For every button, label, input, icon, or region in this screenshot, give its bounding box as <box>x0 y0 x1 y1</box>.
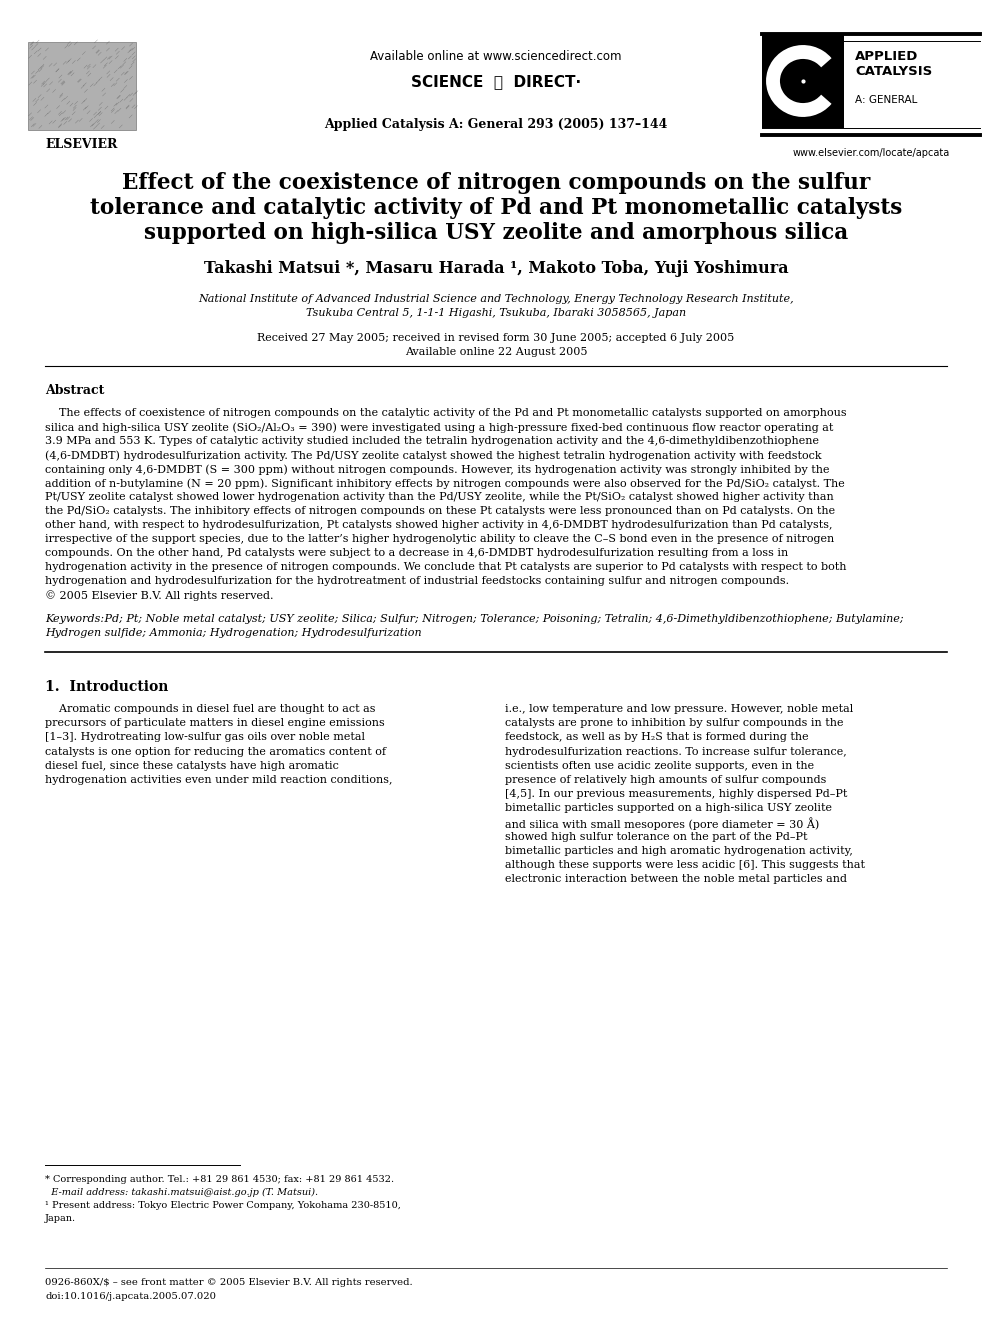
Text: Effect of the coexistence of nitrogen compounds on the sulfur: Effect of the coexistence of nitrogen co… <box>122 172 870 194</box>
Text: doi:10.1016/j.apcata.2005.07.020: doi:10.1016/j.apcata.2005.07.020 <box>45 1293 216 1301</box>
Text: 3.9 MPa and 553 K. Types of catalytic activity studied included the tetralin hyd: 3.9 MPa and 553 K. Types of catalytic ac… <box>45 437 819 446</box>
Bar <box>28 42 136 130</box>
Text: Abstract: Abstract <box>45 384 104 397</box>
Text: catalysts are prone to inhibition by sulfur compounds in the: catalysts are prone to inhibition by sul… <box>505 718 843 728</box>
Text: (4,6-DMDBT) hydrodesulfurization activity. The Pd/USY zeolite catalyst showed th: (4,6-DMDBT) hydrodesulfurization activit… <box>45 450 821 460</box>
Text: APPLIED: APPLIED <box>855 50 919 64</box>
Text: although these supports were less acidic [6]. This suggests that: although these supports were less acidic… <box>505 860 865 871</box>
Text: [4,5]. In our previous measurements, highly dispersed Pd–Pt: [4,5]. In our previous measurements, hig… <box>505 790 847 799</box>
Text: other hand, with respect to hydrodesulfurization, Pt catalysts showed higher act: other hand, with respect to hydrodesulfu… <box>45 520 832 531</box>
Text: catalysts is one option for reducing the aromatics content of: catalysts is one option for reducing the… <box>45 746 386 757</box>
Text: Applied Catalysis A: General 293 (2005) 137–144: Applied Catalysis A: General 293 (2005) … <box>324 118 668 131</box>
Text: 1.  Introduction: 1. Introduction <box>45 680 169 695</box>
Text: the Pd/SiO₂ catalysts. The inhibitory effects of nitrogen compounds on these Pt : the Pd/SiO₂ catalysts. The inhibitory ef… <box>45 505 835 516</box>
Text: compounds. On the other hand, Pd catalysts were subject to a decrease in 4,6-DMD: compounds. On the other hand, Pd catalys… <box>45 548 789 558</box>
Text: E-mail address: takashi.matsui@aist.go.jp (T. Matsui).: E-mail address: takashi.matsui@aist.go.j… <box>45 1188 318 1197</box>
Text: National Institute of Advanced Industrial Science and Technology, Energy Technol: National Institute of Advanced Industria… <box>198 294 794 304</box>
Text: Pd; Pt; Noble metal catalyst; USY zeolite; Silica; Sulfur; Nitrogen; Tolerance; : Pd; Pt; Noble metal catalyst; USY zeolit… <box>101 614 904 624</box>
Text: Tsukuba Central 5, 1-1-1 Higashi, Tsukuba, Ibaraki 3058565, Japan: Tsukuba Central 5, 1-1-1 Higashi, Tsukub… <box>306 308 686 318</box>
Text: [1–3]. Hydrotreating low-sulfur gas oils over noble metal: [1–3]. Hydrotreating low-sulfur gas oils… <box>45 733 365 742</box>
Text: Pt/USY zeolite catalyst showed lower hydrogenation activity than the Pd/USY zeol: Pt/USY zeolite catalyst showed lower hyd… <box>45 492 833 501</box>
Text: A: GENERAL: A: GENERAL <box>855 95 918 105</box>
Text: Takashi Matsui *, Masaru Harada ¹, Makoto Toba, Yuji Yoshimura: Takashi Matsui *, Masaru Harada ¹, Makot… <box>203 261 789 277</box>
Text: addition of n-butylamine (N = 20 ppm). Significant inhibitory effects by nitroge: addition of n-butylamine (N = 20 ppm). S… <box>45 478 845 488</box>
Text: hydrodesulfurization reactions. To increase sulfur tolerance,: hydrodesulfurization reactions. To incre… <box>505 746 847 757</box>
Text: feedstock, as well as by H₂S that is formed during the: feedstock, as well as by H₂S that is for… <box>505 733 808 742</box>
Text: tolerance and catalytic activity of Pd and Pt monometallic catalysts: tolerance and catalytic activity of Pd a… <box>90 197 902 220</box>
Text: CATALYSIS: CATALYSIS <box>855 65 932 78</box>
Text: Keywords:: Keywords: <box>45 614 104 624</box>
Text: bimetallic particles and high aromatic hydrogenation activity,: bimetallic particles and high aromatic h… <box>505 845 853 856</box>
Text: bimetallic particles supported on a high-silica USY zeolite: bimetallic particles supported on a high… <box>505 803 832 814</box>
Text: containing only 4,6-DMDBT (S = 300 ppm) without nitrogen compounds. However, its: containing only 4,6-DMDBT (S = 300 ppm) … <box>45 464 829 475</box>
Text: scientists often use acidic zeolite supports, even in the: scientists often use acidic zeolite supp… <box>505 761 814 771</box>
Text: i.e., low temperature and low pressure. However, noble metal: i.e., low temperature and low pressure. … <box>505 704 853 714</box>
Text: irrespective of the support species, due to the latter’s higher hydrogenolytic a: irrespective of the support species, due… <box>45 534 834 544</box>
Text: © 2005 Elsevier B.V. All rights reserved.: © 2005 Elsevier B.V. All rights reserved… <box>45 590 274 601</box>
Text: 0926-860X/$ – see front matter © 2005 Elsevier B.V. All rights reserved.: 0926-860X/$ – see front matter © 2005 El… <box>45 1278 413 1287</box>
Text: supported on high-silica USY zeolite and amorphous silica: supported on high-silica USY zeolite and… <box>144 222 848 243</box>
Text: hydrogenation and hydrodesulfurization for the hydrotreatment of industrial feed: hydrogenation and hydrodesulfurization f… <box>45 576 789 586</box>
Text: ¹ Present address: Tokyo Electric Power Company, Yokohama 230-8510,: ¹ Present address: Tokyo Electric Power … <box>45 1201 401 1211</box>
Text: SCIENCE  ⓐ  DIRECT·: SCIENCE ⓐ DIRECT· <box>411 74 581 89</box>
Text: electronic interaction between the noble metal particles and: electronic interaction between the noble… <box>505 875 847 884</box>
Text: Available online at www.sciencedirect.com: Available online at www.sciencedirect.co… <box>370 50 622 64</box>
Text: ELSEVIER: ELSEVIER <box>46 138 118 151</box>
Text: hydrogenation activity in the presence of nitrogen compounds. We conclude that P: hydrogenation activity in the presence o… <box>45 562 846 572</box>
Text: Received 27 May 2005; received in revised form 30 June 2005; accepted 6 July 200: Received 27 May 2005; received in revise… <box>257 333 735 343</box>
Bar <box>762 34 844 128</box>
Text: presence of relatively high amounts of sulfur compounds: presence of relatively high amounts of s… <box>505 775 826 785</box>
Text: precursors of particulate matters in diesel engine emissions: precursors of particulate matters in die… <box>45 718 385 728</box>
Text: Available online 22 August 2005: Available online 22 August 2005 <box>405 347 587 357</box>
Text: and silica with small mesopores (pore diameter = 30 Å): and silica with small mesopores (pore di… <box>505 818 819 831</box>
Text: Hydrogen sulfide; Ammonia; Hydrogenation; Hydrodesulfurization: Hydrogen sulfide; Ammonia; Hydrogenation… <box>45 628 422 638</box>
Text: www.elsevier.com/locate/apcata: www.elsevier.com/locate/apcata <box>793 148 949 157</box>
Text: * Corresponding author. Tel.: +81 29 861 4530; fax: +81 29 861 4532.: * Corresponding author. Tel.: +81 29 861… <box>45 1175 394 1184</box>
Text: hydrogenation activities even under mild reaction conditions,: hydrogenation activities even under mild… <box>45 775 393 785</box>
Text: showed high sulfur tolerance on the part of the Pd–Pt: showed high sulfur tolerance on the part… <box>505 832 807 841</box>
Text: The effects of coexistence of nitrogen compounds on the catalytic activity of th: The effects of coexistence of nitrogen c… <box>45 407 846 418</box>
Text: Aromatic compounds in diesel fuel are thought to act as: Aromatic compounds in diesel fuel are th… <box>45 704 376 714</box>
Text: diesel fuel, since these catalysts have high aromatic: diesel fuel, since these catalysts have … <box>45 761 339 771</box>
Text: silica and high-silica USY zeolite (SiO₂/Al₂O₃ = 390) were investigated using a : silica and high-silica USY zeolite (SiO₂… <box>45 422 833 433</box>
Text: Japan.: Japan. <box>45 1215 76 1222</box>
